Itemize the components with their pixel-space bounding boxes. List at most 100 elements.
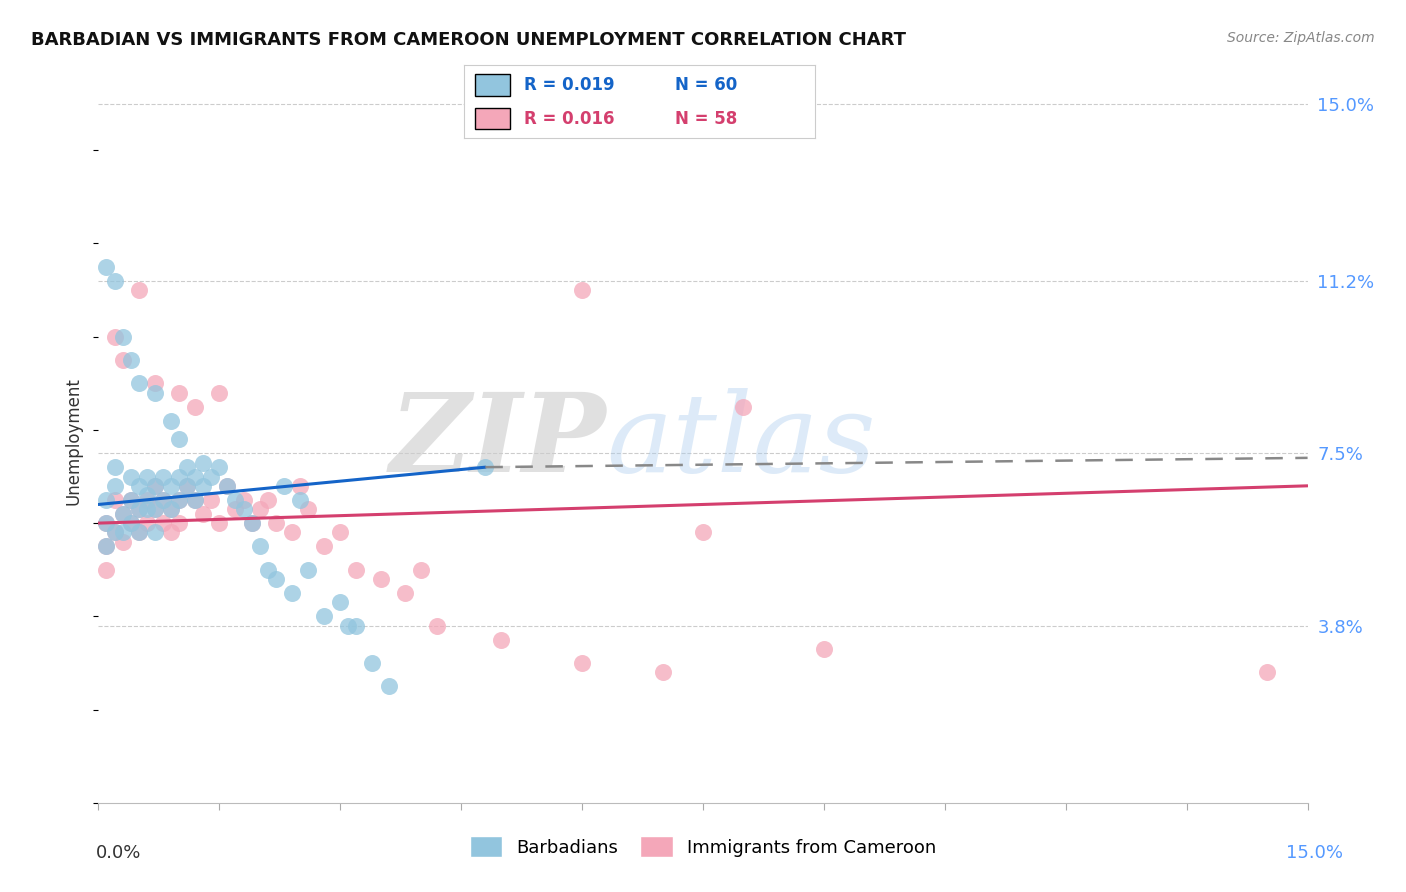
Point — [232, 502, 254, 516]
Point — [120, 353, 142, 368]
Point — [111, 329, 134, 343]
Point — [224, 492, 246, 507]
Point — [344, 618, 367, 632]
Point — [96, 540, 118, 554]
Point — [193, 507, 215, 521]
Text: atlas: atlas — [606, 388, 876, 495]
Point — [240, 516, 263, 530]
Point — [103, 525, 125, 540]
Point — [143, 502, 166, 516]
Point — [160, 525, 183, 540]
Point — [281, 525, 304, 540]
Point — [208, 516, 231, 530]
Point — [96, 516, 118, 530]
Point — [240, 516, 263, 530]
Point — [176, 479, 198, 493]
Point — [224, 502, 246, 516]
Point — [160, 502, 183, 516]
Point — [571, 656, 593, 670]
Y-axis label: Unemployment: Unemployment — [65, 377, 83, 506]
Point — [344, 563, 367, 577]
Point — [103, 525, 125, 540]
Point — [297, 502, 319, 516]
Point — [176, 479, 198, 493]
Point — [167, 469, 190, 483]
Point — [409, 563, 432, 577]
Point — [152, 492, 174, 507]
Point — [264, 516, 287, 530]
Point — [167, 492, 190, 507]
Point — [96, 563, 118, 577]
Point — [193, 456, 215, 470]
Point — [96, 516, 118, 530]
Point — [167, 432, 190, 446]
Text: 0.0%: 0.0% — [96, 844, 141, 862]
Point — [96, 492, 118, 507]
Text: 15.0%: 15.0% — [1285, 844, 1343, 862]
Point — [96, 540, 118, 554]
Point — [184, 400, 207, 414]
Point — [184, 492, 207, 507]
Text: R = 0.019: R = 0.019 — [524, 76, 614, 94]
Point — [103, 329, 125, 343]
Point — [135, 492, 157, 507]
Point — [128, 502, 150, 516]
Point — [96, 260, 118, 274]
Point — [120, 469, 142, 483]
Point — [370, 572, 392, 586]
Point — [128, 525, 150, 540]
Point — [249, 502, 271, 516]
Point — [128, 376, 150, 391]
Point — [103, 479, 125, 493]
Point — [208, 460, 231, 475]
Point — [135, 469, 157, 483]
Point — [288, 492, 311, 507]
FancyBboxPatch shape — [475, 74, 510, 95]
Point — [120, 516, 142, 530]
Point — [160, 479, 183, 493]
Point — [813, 642, 835, 657]
Point — [143, 479, 166, 493]
Point — [143, 525, 166, 540]
Point — [232, 492, 254, 507]
Point — [103, 492, 125, 507]
Point — [120, 516, 142, 530]
Point — [184, 492, 207, 507]
Point — [281, 586, 304, 600]
Point — [128, 283, 150, 297]
Point — [314, 540, 336, 554]
Point — [120, 492, 142, 507]
Text: R = 0.016: R = 0.016 — [524, 110, 614, 128]
Point — [160, 502, 183, 516]
Point — [111, 525, 134, 540]
Point — [337, 618, 360, 632]
Point — [103, 460, 125, 475]
Point — [111, 534, 134, 549]
Point — [288, 479, 311, 493]
Point — [692, 525, 714, 540]
Legend: Barbadians, Immigrants from Cameroon: Barbadians, Immigrants from Cameroon — [461, 827, 945, 866]
Point — [264, 572, 287, 586]
Point — [297, 563, 319, 577]
Point — [571, 283, 593, 297]
Point — [314, 609, 336, 624]
Point — [200, 469, 222, 483]
Point — [474, 460, 496, 475]
Point — [256, 492, 278, 507]
Point — [128, 525, 150, 540]
Point — [273, 479, 295, 493]
Point — [167, 385, 190, 400]
Point — [200, 492, 222, 507]
Point — [217, 479, 239, 493]
Point — [193, 479, 215, 493]
Text: BARBADIAN VS IMMIGRANTS FROM CAMEROON UNEMPLOYMENT CORRELATION CHART: BARBADIAN VS IMMIGRANTS FROM CAMEROON UN… — [31, 31, 905, 49]
Text: N = 58: N = 58 — [675, 110, 737, 128]
Point — [394, 586, 416, 600]
Point — [152, 469, 174, 483]
Point — [143, 376, 166, 391]
Point — [329, 595, 352, 609]
Text: ZIP: ZIP — [389, 388, 606, 495]
Point — [651, 665, 673, 680]
Point — [103, 274, 125, 288]
Point — [249, 540, 271, 554]
